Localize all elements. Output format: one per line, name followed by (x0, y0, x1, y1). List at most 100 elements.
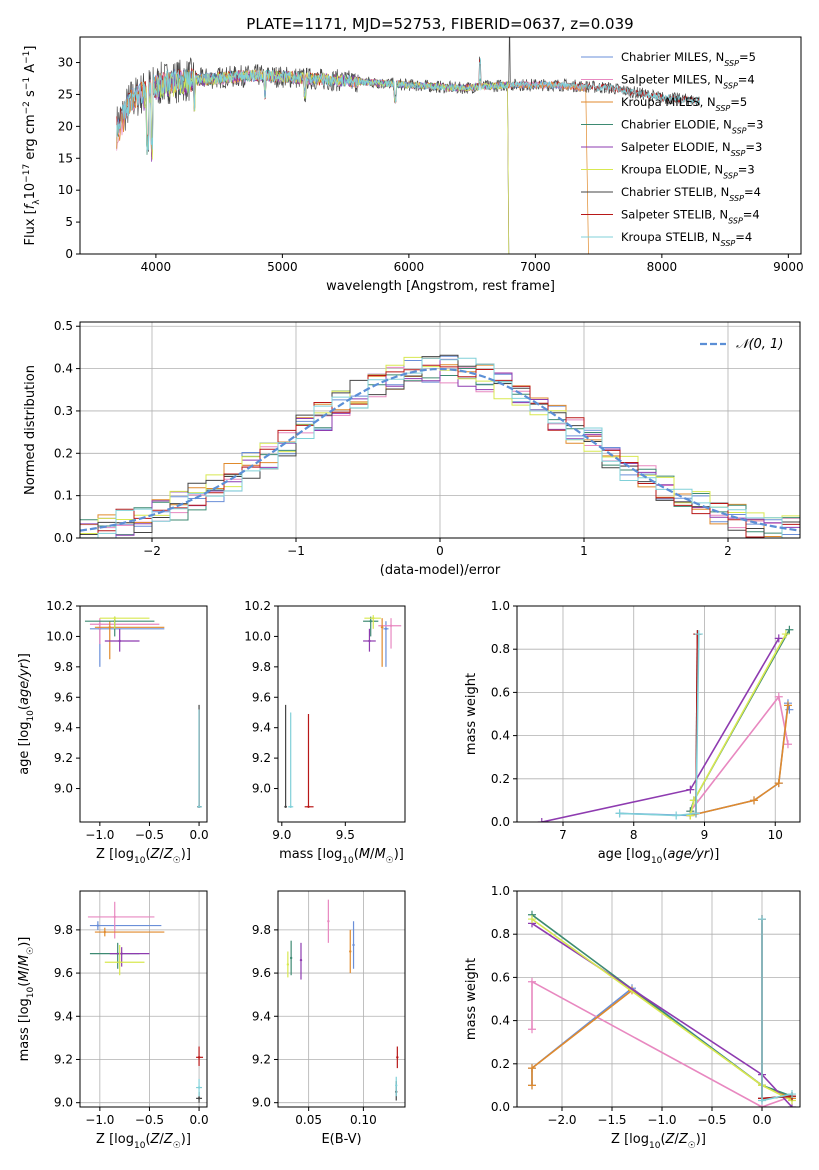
x-tick-label: 9000 (773, 260, 804, 274)
spectrum-series-line (116, 37, 700, 152)
data-point (286, 963, 290, 966)
legend-entry: Kroupa STELIB, NSSP=4 (621, 230, 752, 248)
plot-area (84, 616, 203, 808)
y-tick-label: 9.6 (54, 690, 73, 704)
x-tick-label: −0.5 (135, 828, 164, 842)
x-tick-label: 1 (580, 544, 588, 558)
x-tick-label: 0.0 (190, 1113, 209, 1127)
y-tick-label: 0 (65, 247, 73, 261)
chart-mass-vs-Z: −1.0 −0.5 0.0 9.0 9.2 9.4 9.6 9.8 Z [log10(Z/Z☉)… (17, 890, 209, 1151)
gaussian-curve (80, 367, 800, 532)
mass-weight-line (531, 980, 793, 1107)
y-tick-label: 0.4 (491, 729, 510, 743)
y-tick-label: 0.1 (54, 489, 73, 503)
x-tick-label: 0.05 (295, 1113, 322, 1127)
y-tick-label: 9.4 (54, 721, 73, 735)
plus-marker (528, 915, 536, 924)
y-tick-label: 10.2 (46, 599, 73, 613)
y-tick-label: 9.4 (252, 1009, 271, 1023)
legend-entry: Kroupa ELODIE, NSSP=3 (621, 163, 755, 181)
x-tick-label: 10 (768, 828, 783, 842)
y-tick-label: 0.0 (491, 815, 510, 829)
spectrum-series-line (142, 69, 510, 254)
y-tick-label: 9.6 (252, 690, 271, 704)
mass-weight-line (689, 629, 791, 812)
plus-marker (537, 818, 546, 822)
x-axis-label: mass [log10(M/M☉)] (279, 847, 404, 866)
y-axis-label: Flux [fλ10−17 erg cm−2 s−1 A−1] (22, 46, 42, 246)
data-point (113, 616, 116, 620)
data-point (349, 950, 352, 953)
data-point (120, 952, 123, 955)
data-point (118, 961, 121, 964)
y-tick-label: 25 (58, 87, 73, 101)
data-point (284, 805, 287, 808)
y-tick-label: 9.0 (54, 782, 73, 796)
x-tick-label: 0.10 (350, 1113, 377, 1127)
plus-marker (528, 977, 536, 986)
legend-entry: Salpeter MILES, NSSP=4 (621, 73, 755, 91)
x-tick-label: 5000 (267, 260, 298, 274)
chart-spectrum: 4000 5000 6000 7000 8000 9000 0 5 10 15 20 25 30 Flux… (22, 36, 804, 294)
x-tick-label: −1 (287, 544, 305, 558)
plot-area (528, 910, 796, 1107)
y-tick-label: 9.2 (54, 1052, 73, 1066)
axes-frame (79, 36, 802, 255)
y-tick-label: 1.0 (491, 884, 510, 898)
axes-frame (79, 605, 208, 823)
data-point (395, 1084, 398, 1087)
data-point (113, 915, 116, 919)
plot-area (537, 625, 794, 822)
y-tick-label: 9.8 (54, 923, 73, 937)
x-tick-label: 4000 (141, 260, 172, 274)
plus-marker (781, 630, 790, 639)
axes-frame (516, 890, 801, 1108)
y-tick-label: 10.0 (46, 629, 73, 643)
data-point (197, 1056, 201, 1059)
x-tick-label: 0.0 (752, 1113, 771, 1127)
x-tick-label: −1.5 (597, 1113, 626, 1127)
spectrum-series-line (116, 69, 589, 254)
x-tick-label: 8 (630, 828, 638, 842)
chart-massweight-vs-age: 7 8 9 10 0.0 0.2 0.4 0.6 0.8 1.0 age [log10(age/yr… (464, 599, 801, 866)
y-tick-label: 9.2 (252, 751, 271, 765)
plus-marker (528, 1064, 536, 1073)
y-tick-label: 9.4 (54, 1009, 73, 1023)
y-tick-label: 9.0 (252, 1096, 271, 1110)
mass-weight-line (761, 919, 793, 1100)
y-tick-label: 10.2 (244, 599, 271, 613)
data-point (352, 943, 355, 947)
mass-weight-line (690, 705, 789, 817)
y-tick-label: 1.0 (491, 599, 510, 613)
chart-age-vs-Z: −1.0 −0.5 0.0 9.0 9.2 9.4 9.6 9.8 10.0 10.2 Z [log… (17, 599, 209, 866)
y-axis-label: Normed distribution (23, 365, 38, 495)
plot-area (116, 37, 700, 254)
x-axis-label: Z [log10(Z/Z☉)] (96, 1132, 191, 1151)
plot-area (284, 615, 402, 808)
plus-marker (528, 1081, 536, 1090)
axes-frame (516, 605, 801, 823)
plus-marker (774, 634, 783, 643)
data-point (118, 639, 121, 643)
y-tick-label: 9.8 (252, 923, 271, 937)
chart-mass-vs-EBV: 0.05 0.10 9.0 9.2 9.4 9.6 9.8 E(B-V) (252, 890, 406, 1147)
x-axis-label: Z [log10(Z/Z☉)] (96, 847, 191, 866)
y-tick-label: 0.8 (491, 927, 510, 941)
plus-marker (528, 1025, 536, 1034)
plot-area (286, 899, 399, 1101)
x-tick-label: 7000 (520, 260, 551, 274)
data-point (299, 958, 303, 962)
y-tick-label: 9.2 (252, 1052, 271, 1066)
y-tick-label: 30 (58, 56, 73, 70)
data-point (380, 626, 384, 629)
y-tick-label: 9.2 (54, 751, 73, 765)
y-tick-label: 0.2 (54, 446, 73, 460)
plus-marker (785, 625, 794, 634)
y-tick-label: 9.4 (252, 721, 271, 735)
y-axis-label: mass weight (464, 958, 479, 1040)
legend-entry: Chabrier MILES, NSSP=5 (621, 50, 756, 68)
chart-massweight-vs-Z: −2.0 −1.5 −1.0 −0.5 0.0 0.0 0.2 0.4 0.6 0.8 1.0 Z [… (464, 884, 801, 1151)
plot-area (80, 354, 800, 538)
data-point (289, 956, 293, 960)
